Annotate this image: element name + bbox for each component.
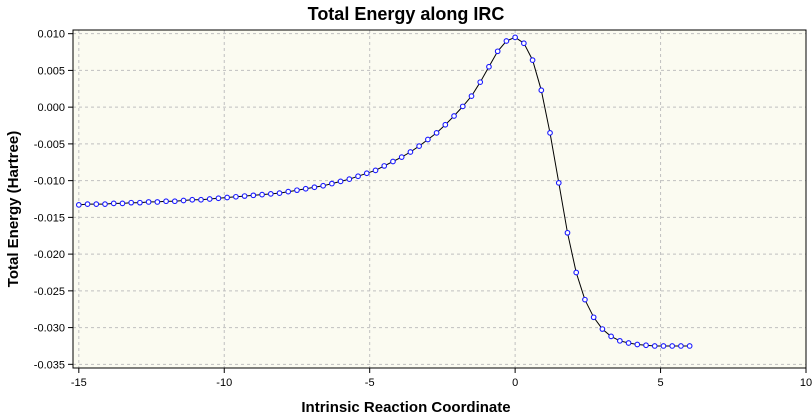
y-tick-label: -0.005 bbox=[34, 139, 65, 151]
data-point bbox=[678, 343, 684, 349]
data-point bbox=[294, 187, 300, 194]
data-point bbox=[416, 143, 422, 149]
data-point bbox=[599, 326, 606, 332]
chart-title: Total Energy along IRC bbox=[307, 4, 505, 24]
data-point bbox=[590, 314, 597, 321]
data-point bbox=[84, 201, 91, 207]
x-tick-label: 5 bbox=[658, 377, 664, 389]
data-point bbox=[102, 201, 108, 207]
data-point bbox=[573, 269, 580, 276]
data-point bbox=[154, 199, 161, 205]
data-point bbox=[329, 180, 335, 187]
data-point bbox=[355, 173, 361, 180]
data-point bbox=[468, 93, 475, 99]
data-point bbox=[180, 197, 187, 204]
data-point bbox=[171, 198, 178, 205]
data-point bbox=[119, 200, 126, 207]
data-point bbox=[625, 340, 632, 346]
data-point bbox=[547, 130, 553, 136]
x-axis-label: Intrinsic Reaction Coordinate bbox=[301, 399, 511, 416]
data-point bbox=[93, 201, 100, 207]
data-point bbox=[398, 154, 405, 160]
data-point bbox=[555, 179, 562, 186]
data-point bbox=[503, 38, 510, 44]
y-tick-label: -0.030 bbox=[34, 323, 65, 335]
x-tick-label: -10 bbox=[216, 377, 232, 389]
y-tick-label: -0.035 bbox=[34, 359, 65, 371]
data-point bbox=[241, 193, 248, 199]
data-point bbox=[442, 121, 449, 128]
x-tick-label: -5 bbox=[365, 377, 375, 389]
y-tick-label: -0.025 bbox=[34, 286, 65, 298]
data-point bbox=[145, 199, 152, 205]
data-point bbox=[459, 103, 466, 110]
data-point bbox=[686, 343, 693, 349]
data-point bbox=[643, 342, 649, 349]
data-point bbox=[302, 185, 309, 192]
data-point bbox=[494, 48, 501, 55]
data-point bbox=[608, 333, 614, 340]
data-point bbox=[363, 170, 370, 177]
data-point bbox=[451, 113, 457, 119]
data-point bbox=[75, 202, 82, 208]
data-point bbox=[259, 191, 265, 198]
data-point bbox=[407, 149, 414, 155]
data-point bbox=[276, 190, 283, 196]
y-tick-label: -0.020 bbox=[34, 249, 65, 261]
y-tick-label: -0.015 bbox=[34, 212, 65, 224]
data-point bbox=[163, 198, 169, 205]
x-tick-label: 10 bbox=[800, 377, 812, 389]
data-point bbox=[433, 130, 440, 136]
data-point bbox=[137, 199, 143, 206]
data-point bbox=[215, 195, 222, 202]
data-point bbox=[224, 194, 231, 201]
data-point bbox=[198, 196, 204, 203]
data-point bbox=[529, 57, 536, 63]
data-point bbox=[660, 343, 667, 349]
data-point bbox=[390, 158, 396, 165]
data-point bbox=[189, 196, 196, 203]
data-point bbox=[477, 79, 484, 86]
data-point bbox=[486, 63, 492, 70]
y-tick-label: -0.010 bbox=[34, 176, 65, 188]
x-tick-label: -15 bbox=[71, 377, 87, 389]
data-point bbox=[346, 176, 353, 183]
data-point bbox=[250, 192, 257, 199]
y-tick-label: 0.010 bbox=[37, 29, 65, 41]
data-point bbox=[669, 343, 676, 349]
data-point bbox=[634, 341, 641, 348]
data-point bbox=[337, 178, 344, 185]
data-point bbox=[372, 167, 379, 174]
data-point bbox=[425, 136, 431, 143]
data-point bbox=[311, 184, 318, 191]
y-tick-label: 0.000 bbox=[37, 102, 65, 114]
data-point bbox=[616, 337, 623, 344]
data-point bbox=[267, 191, 274, 197]
data-point bbox=[521, 40, 527, 47]
data-point bbox=[233, 193, 239, 200]
data-point bbox=[128, 199, 135, 206]
data-point bbox=[320, 182, 327, 189]
x-tick-label: 0 bbox=[512, 377, 518, 389]
data-point bbox=[206, 196, 213, 202]
plot-background bbox=[73, 30, 806, 368]
data-point bbox=[110, 200, 117, 207]
plot-frame bbox=[72, 29, 807, 369]
data-point bbox=[651, 343, 658, 349]
data-point bbox=[512, 34, 518, 41]
data-point bbox=[582, 296, 588, 303]
data-point bbox=[538, 87, 545, 94]
data-point bbox=[285, 188, 292, 195]
y-tick-label: 0.005 bbox=[37, 65, 65, 77]
data-point bbox=[564, 229, 571, 236]
data-point bbox=[381, 163, 388, 169]
